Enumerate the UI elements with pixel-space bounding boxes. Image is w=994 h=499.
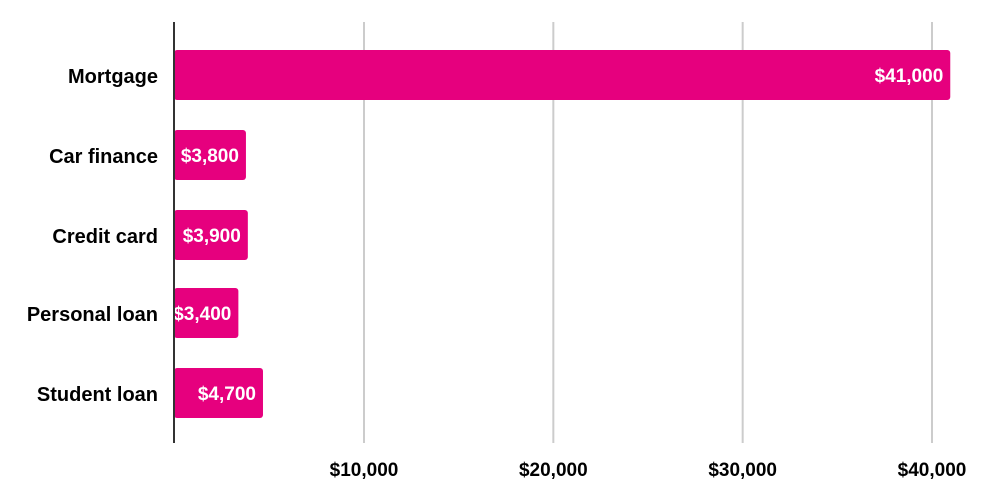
x-tick-label: $30,000 (708, 460, 777, 481)
data-label: $3,400 (173, 304, 231, 325)
data-label: $3,900 (183, 226, 241, 247)
bar (174, 210, 248, 260)
bar (174, 130, 246, 180)
category-label: Credit card (52, 226, 158, 248)
data-label: $41,000 (875, 66, 944, 87)
data-label: $3,800 (181, 146, 239, 167)
x-tick-labels: $10,000$20,000$30,000$40,000$50,000 (330, 460, 967, 481)
category-labels: Mortgage Car finance Credit card Personal l… (27, 66, 158, 406)
category-label: Student loan (37, 384, 158, 406)
category-label: Car finance (49, 146, 158, 168)
x-tick-label: $40,000 (898, 460, 967, 481)
x-tick-label: $20,000 (519, 460, 588, 481)
bar (174, 368, 263, 418)
data-label: $4,700 (198, 384, 256, 405)
x-tick-label: $10,000 (330, 460, 399, 481)
bars: $41,000 $3,800 $3,900 $3,400 $4,700 (173, 50, 951, 418)
bar (174, 50, 951, 100)
category-label: Personal loan (27, 304, 158, 326)
category-label: Mortgage (68, 66, 158, 88)
bar (174, 288, 239, 338)
